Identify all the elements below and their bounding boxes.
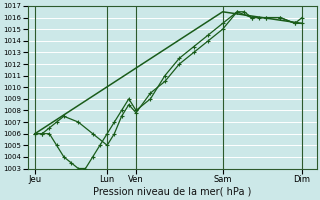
- X-axis label: Pression niveau de la mer( hPa ): Pression niveau de la mer( hPa ): [93, 187, 251, 197]
